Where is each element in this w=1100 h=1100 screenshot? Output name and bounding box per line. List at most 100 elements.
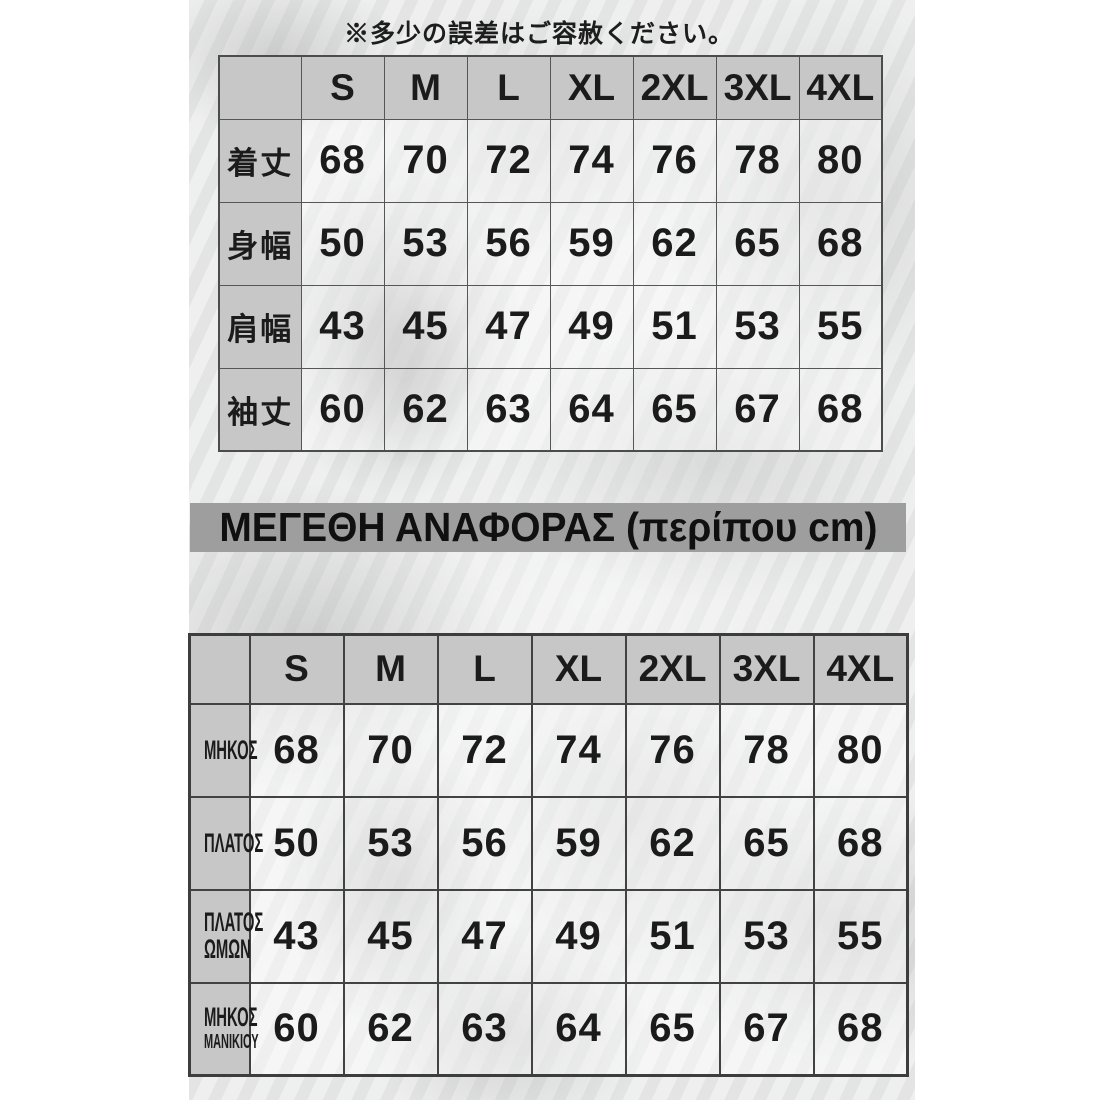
size-value-cell: 74: [530, 702, 627, 798]
size-value-cell: 65: [624, 981, 721, 1077]
size-col-header: 4XL: [812, 633, 909, 705]
size-table-japanese: S M L XL 2XL 3XL 4XL 着丈 68 70 72 74 76 7…: [218, 55, 883, 452]
size-table-greek: S M L XL 2XL 3XL 4XL ΜΗΚΟΣ 68 70 72 74 7…: [188, 633, 909, 1077]
table-row: 肩幅 43 45 47 49 51 53 55: [218, 284, 883, 369]
size-value-cell: 68: [300, 118, 385, 203]
size-value-cell: 53: [342, 795, 439, 891]
size-value-cell: 60: [300, 367, 385, 452]
size-value-cell: 53: [715, 284, 800, 369]
size-col-header: XL: [549, 55, 634, 120]
size-value-cell: 65: [718, 795, 815, 891]
table-row: 袖丈 60 62 63 64 65 67 68: [218, 367, 883, 452]
size-value-cell: 62: [624, 795, 721, 891]
size-value-cell: 59: [530, 795, 627, 891]
table-row: 着丈 68 70 72 74 76 78 80: [218, 118, 883, 203]
size-value-cell: 55: [798, 284, 883, 369]
row-label: ΠΛΑΤΟΣ: [188, 795, 264, 891]
size-value-cell: 47: [436, 888, 533, 984]
size-value-cell: 70: [383, 118, 468, 203]
size-value-cell: 53: [383, 201, 468, 286]
size-value-cell: 62: [632, 201, 717, 286]
row-label-text: 着丈: [227, 146, 294, 181]
size-value-cell: 70: [342, 702, 439, 798]
row-label-text: 袖丈: [227, 394, 294, 430]
size-value-cell: 65: [632, 367, 717, 452]
size-col-header: 2XL: [632, 55, 717, 120]
size-value-cell: 45: [383, 284, 468, 369]
size-value-cell: 74: [549, 118, 634, 203]
size-col-header: M: [342, 633, 439, 705]
size-value-cell: 67: [715, 367, 800, 452]
size-value-cell: 51: [624, 888, 721, 984]
size-value-cell: 43: [300, 284, 385, 369]
size-value-cell: 63: [466, 367, 551, 452]
corner-cell: [218, 55, 302, 120]
row-label-text: 身幅: [227, 229, 294, 264]
size-col-header: 4XL: [798, 55, 883, 120]
size-value-cell: 72: [436, 702, 533, 798]
row-label-text: ΜΑΝΙΚΙΟΥ: [203, 1031, 259, 1054]
size-value-cell: 76: [624, 702, 721, 798]
size-value-cell: 49: [530, 888, 627, 984]
size-col-header: M: [383, 55, 468, 120]
size-col-header: L: [466, 55, 551, 120]
size-col-header: 3XL: [715, 55, 800, 120]
size-col-header: S: [248, 633, 345, 705]
size-value-cell: 55: [812, 888, 909, 984]
size-col-header: 3XL: [718, 633, 815, 705]
row-label: ΠΛΑΤΟΣ ΩΜΩΝ: [188, 888, 264, 984]
size-value-cell: 62: [383, 367, 468, 452]
section-header-bar: ΜΕΓΕΘΗ ΑΝΑΦΟΡΑΣ (περίπου cm): [190, 503, 906, 552]
table-row: ΠΛΑΤΟΣ ΩΜΩΝ 43 45 47 49 51 53 55: [188, 888, 909, 984]
size-value-cell: 68: [812, 795, 909, 891]
row-label-text: ΠΛΑΤΟΣ: [203, 907, 264, 937]
size-col-header: XL: [530, 633, 627, 705]
size-value-cell: 78: [718, 702, 815, 798]
size-value-cell: 56: [436, 795, 533, 891]
row-label-text: ΜΗΚΟΣ: [203, 734, 258, 765]
size-value-cell: 45: [342, 888, 439, 984]
row-label-text: ΜΗΚΟΣ: [203, 1002, 258, 1033]
size-value-cell: 60: [248, 981, 345, 1077]
size-value-cell: 43: [248, 888, 345, 984]
disclaimer-note: ※多少の誤差はご容赦ください。: [343, 20, 734, 48]
size-value-cell: 63: [436, 981, 533, 1077]
row-label: ΜΗΚΟΣ ΜΑΝΙΚΙΟΥ: [188, 981, 259, 1077]
size-value-cell: 76: [632, 118, 717, 203]
size-value-cell: 72: [466, 118, 551, 203]
row-label: 肩幅: [218, 284, 302, 369]
size-value-cell: 68: [812, 981, 909, 1077]
size-value-cell: 68: [798, 201, 883, 286]
row-label-text: ΩΜΩΝ: [203, 934, 251, 964]
size-value-cell: 68: [248, 702, 345, 798]
row-label: ΜΗΚΟΣ: [188, 702, 258, 798]
row-label-text: 肩幅: [227, 312, 294, 347]
size-col-header: L: [436, 633, 533, 705]
section-header-text: ΜΕΓΕΘΗ ΑΝΑΦΟΡΑΣ (περίπου cm): [218, 504, 878, 550]
size-col-header: 2XL: [624, 633, 721, 705]
corner-cell: [188, 633, 251, 705]
size-value-cell: 49: [549, 284, 634, 369]
size-value-cell: 47: [466, 284, 551, 369]
size-value-cell: 64: [549, 367, 634, 452]
row-label: 袖丈: [218, 367, 302, 452]
table-row: 身幅 50 53 56 59 62 65 68: [218, 201, 883, 286]
table-row: ΠΛΑΤΟΣ 50 53 56 59 62 65 68: [188, 795, 909, 891]
size-value-cell: 50: [300, 201, 385, 286]
row-label: 身幅: [218, 201, 302, 286]
size-value-cell: 62: [342, 981, 439, 1077]
table-row: ΜΗΚΟΣ 68 70 72 74 76 78 80: [188, 702, 909, 798]
table-row: ΜΗΚΟΣ ΜΑΝΙΚΙΟΥ 60 62 63 64 65 67 68: [188, 981, 909, 1077]
row-label: 着丈: [218, 118, 302, 203]
size-value-cell: 53: [718, 888, 815, 984]
row-label-text: ΠΛΑΤΟΣ: [203, 827, 264, 858]
size-value-cell: 80: [798, 118, 883, 203]
size-col-header: S: [300, 55, 385, 120]
size-value-cell: 80: [812, 702, 909, 798]
size-value-cell: 50: [248, 795, 345, 891]
size-value-cell: 68: [798, 367, 883, 452]
size-value-cell: 56: [466, 201, 551, 286]
size-value-cell: 65: [715, 201, 800, 286]
table-header-row: S M L XL 2XL 3XL 4XL: [188, 633, 909, 705]
